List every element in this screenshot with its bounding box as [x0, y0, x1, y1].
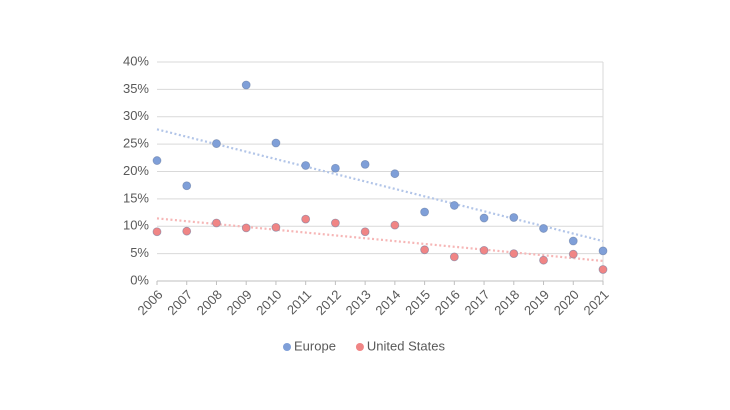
point [271, 222, 281, 232]
point [360, 159, 370, 169]
point [598, 265, 608, 274]
y-tick-label: 30% [123, 108, 149, 123]
y-tick-label: 15% [123, 190, 149, 205]
y-tick-label: 40% [123, 53, 149, 68]
point [449, 252, 459, 262]
point [390, 220, 400, 230]
point [271, 138, 281, 148]
x-tick-label: 2021 [580, 287, 611, 318]
y-tick-label: 5% [130, 245, 149, 260]
point [420, 245, 430, 255]
legend-label: Europe [294, 338, 336, 353]
x-tick-label: 2014 [372, 287, 403, 318]
point [449, 201, 459, 210]
point [539, 224, 548, 233]
point [152, 227, 162, 237]
point [420, 207, 430, 217]
x-tick-label: 2009 [224, 287, 255, 318]
point [212, 218, 221, 228]
point [212, 139, 221, 148]
x-tick-label: 2010 [253, 287, 284, 318]
point [568, 249, 578, 259]
x-tick-label: 2007 [164, 287, 195, 318]
x-tick-label: 2018 [491, 287, 522, 318]
point [330, 218, 340, 228]
trendline [156, 217, 604, 263]
point [182, 181, 192, 191]
trendline [156, 128, 604, 243]
y-tick-label: 10% [123, 218, 149, 233]
point [182, 226, 192, 236]
point [152, 156, 162, 165]
point [390, 169, 400, 179]
legend-marker [283, 343, 291, 351]
point [241, 80, 251, 90]
point [360, 227, 370, 237]
legend-label: United States [367, 338, 446, 353]
y-tick-label: 25% [123, 136, 149, 151]
x-tick-label: 2017 [462, 287, 493, 318]
y-tick-label: 0% [130, 272, 149, 287]
point [330, 163, 340, 173]
point [568, 236, 578, 246]
x-tick-label: 2015 [402, 287, 433, 318]
y-tick-label: 20% [123, 163, 149, 178]
legend-marker [355, 343, 364, 351]
x-tick-label: 2013 [343, 287, 374, 318]
x-tick-label: 2011 [284, 287, 314, 317]
point [241, 223, 251, 233]
point [539, 255, 548, 265]
point [479, 213, 489, 223]
point [301, 214, 311, 224]
point [479, 245, 489, 255]
x-tick-label: 2012 [313, 287, 344, 318]
point [509, 213, 519, 222]
point [598, 246, 608, 256]
point [509, 249, 519, 259]
x-tick-label: 2019 [521, 287, 552, 318]
x-tick-label: 2008 [194, 287, 225, 318]
y-tick-label: 35% [123, 81, 149, 96]
point [301, 161, 311, 170]
x-tick-label: 2020 [551, 287, 582, 318]
x-tick-label: 2006 [134, 287, 165, 318]
x-tick-label: 2016 [432, 287, 463, 318]
